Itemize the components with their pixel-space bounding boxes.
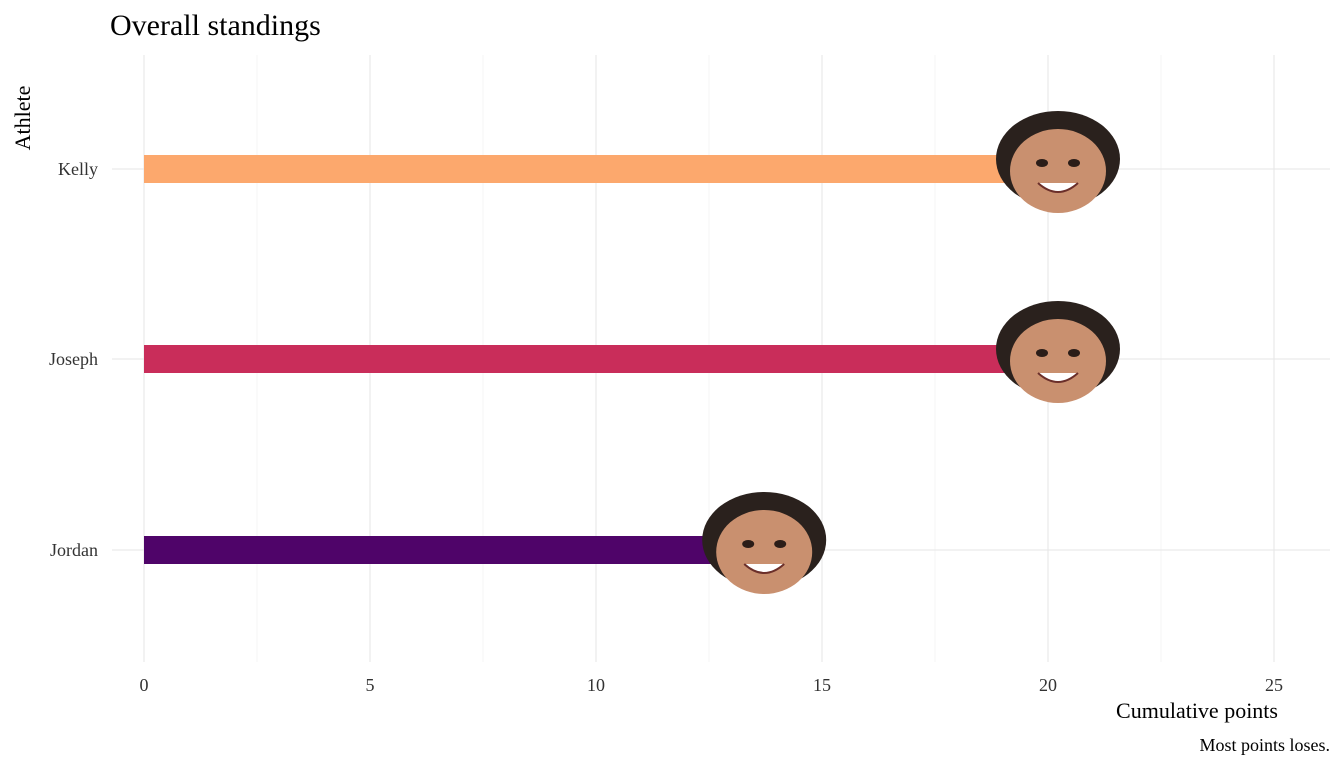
bar-jordan — [144, 536, 755, 564]
x-tick-label: 15 — [813, 675, 831, 695]
athlete-face-image-kelly — [996, 111, 1120, 213]
bar-kelly — [144, 155, 1048, 183]
x-tick-label: 20 — [1039, 675, 1057, 695]
y-tick-label: Joseph — [49, 349, 98, 369]
athlete-face-image-jordan — [702, 492, 827, 594]
x-axis-title: Cumulative points — [1116, 698, 1278, 723]
bars — [144, 155, 1048, 564]
y-tick-label: Kelly — [58, 159, 98, 179]
athlete-markers — [702, 111, 1120, 594]
chart-title: Overall standings — [110, 9, 321, 42]
y-tick-label: Jordan — [50, 540, 98, 560]
x-tick-label: 25 — [1265, 675, 1283, 695]
y-axis-title: Athlete — [10, 86, 35, 151]
chart-caption: Most points loses. — [1199, 735, 1330, 755]
x-tick-label: 0 — [140, 675, 149, 695]
bar-joseph — [144, 345, 1048, 373]
x-tick-label: 10 — [587, 675, 605, 695]
x-tick-labels: 0 5 10 15 20 25 — [140, 675, 1284, 695]
y-tick-labels: Kelly Joseph Jordan — [49, 159, 98, 560]
x-tick-label: 5 — [366, 675, 375, 695]
athlete-face-image-joseph — [996, 301, 1120, 403]
